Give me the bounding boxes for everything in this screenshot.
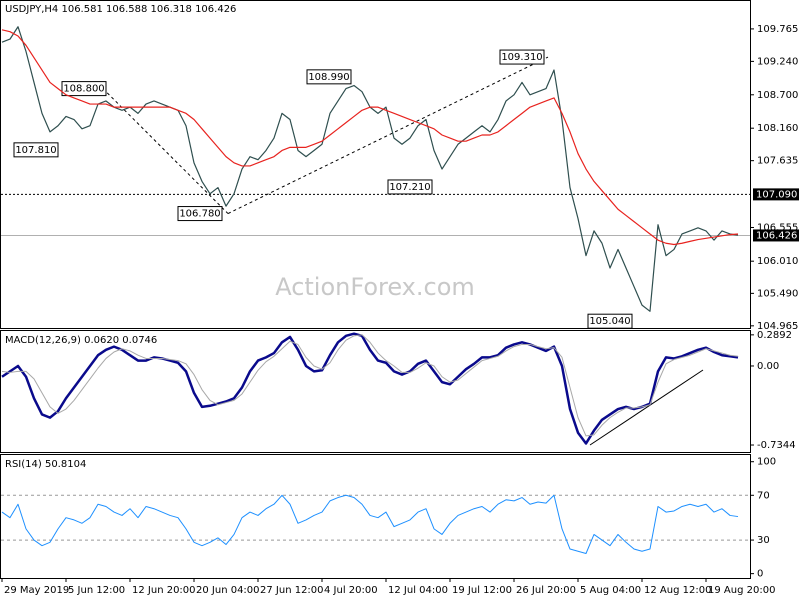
y-tick-label: 107.635 bbox=[757, 156, 798, 167]
y-tick-label: 0.00 bbox=[757, 361, 779, 372]
y-tick-label: 105.490 bbox=[757, 288, 798, 299]
series-line bbox=[1, 494, 739, 554]
annotation-box bbox=[306, 69, 352, 85]
annotation-box bbox=[387, 179, 433, 195]
x-tick-label: 4 Jul 20:00 bbox=[324, 585, 378, 596]
y-tick-label: 108.700 bbox=[757, 90, 798, 101]
y-tick-label: -0.7344 bbox=[757, 440, 796, 451]
x-tick-label: 12 Aug 12:00 bbox=[644, 585, 711, 596]
y-tick-label: 109.765 bbox=[757, 24, 798, 35]
annotation-box bbox=[587, 313, 633, 329]
annotation-label: 108.800 bbox=[63, 84, 104, 95]
last-price-label: 106.426 bbox=[756, 230, 797, 241]
y-tick-label: 0 bbox=[757, 569, 763, 580]
x-tick-label: 12 Jun 20:00 bbox=[132, 585, 196, 596]
series-line bbox=[1, 334, 739, 437]
y-tick-label: 30 bbox=[757, 535, 770, 546]
annotation-label: 107.210 bbox=[389, 182, 430, 193]
annotation-box bbox=[177, 206, 223, 222]
watermark: ActionForex.com bbox=[275, 273, 475, 301]
last-price-box bbox=[753, 229, 799, 242]
y-tick-label: 109.240 bbox=[757, 56, 798, 67]
annotation-label: 109.310 bbox=[501, 52, 542, 63]
y-tick-label: 0.2892 bbox=[757, 330, 792, 341]
x-tick-label: 27 Jun 12:00 bbox=[260, 585, 324, 596]
hline-label-box bbox=[753, 188, 799, 201]
trend-line bbox=[227, 56, 549, 215]
macd-panel bbox=[0, 330, 751, 453]
rsi-panel bbox=[0, 454, 751, 579]
hline-label: 107.090 bbox=[756, 189, 797, 200]
x-tick-label: 26 Jul 20:00 bbox=[516, 585, 576, 596]
macd-title: MACD(12,26,9) 0.0620 0.0746 bbox=[5, 335, 157, 346]
series-line bbox=[1, 29, 739, 246]
x-tick-label: 5 Aug 04:00 bbox=[580, 585, 641, 596]
y-tick-label: 70 bbox=[757, 490, 770, 501]
annotation-label: 108.990 bbox=[308, 72, 349, 83]
x-tick-label: 12 Jul 04:00 bbox=[388, 585, 448, 596]
annotation-box bbox=[13, 142, 59, 158]
annotation-box bbox=[61, 81, 107, 97]
y-tick-label: 106.555 bbox=[757, 222, 798, 233]
x-tick-label: 5 Jun 12:00 bbox=[68, 585, 125, 596]
y-tick-label: 104.965 bbox=[757, 321, 798, 332]
y-tick-label: 108.160 bbox=[757, 123, 798, 134]
x-tick-label: 19 Jul 12:00 bbox=[452, 585, 512, 596]
x-tick-label: 19 Aug 20:00 bbox=[708, 585, 775, 596]
annotation-box bbox=[499, 49, 545, 65]
y-tick-label: 106.010 bbox=[757, 256, 798, 267]
rsi-title: RSI(14) 50.8104 bbox=[5, 459, 86, 470]
annotation-label: 105.040 bbox=[589, 316, 630, 327]
y-tick-label: 100 bbox=[757, 457, 776, 468]
annotation-label: 106.780 bbox=[179, 209, 220, 220]
chart-title: USDJPY,H4 106.581 106.588 106.318 106.42… bbox=[5, 4, 236, 15]
annotation-label: 107.810 bbox=[15, 145, 56, 156]
price-panel bbox=[0, 0, 751, 329]
macd-trend-line bbox=[589, 369, 704, 446]
series-line bbox=[1, 332, 739, 445]
x-tick-label: 29 May 2019 bbox=[4, 585, 69, 596]
x-tick-label: 20 Jun 04:00 bbox=[196, 585, 260, 596]
